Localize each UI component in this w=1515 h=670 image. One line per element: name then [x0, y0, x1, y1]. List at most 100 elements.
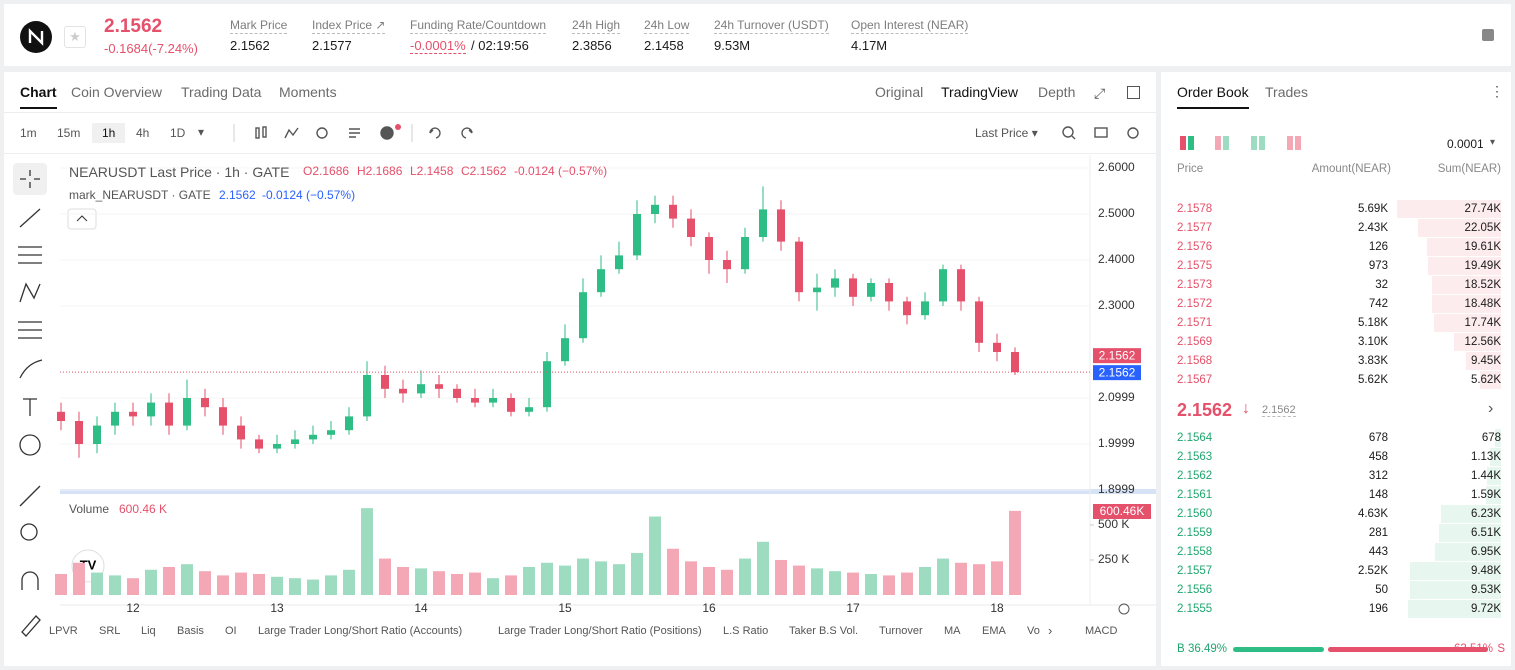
- ob-price[interactable]: 2.1572: [1177, 298, 1213, 310]
- volume-bar: [775, 559, 787, 595]
- stat-label: Open Interest (NEAR): [851, 18, 969, 34]
- indicator[interactable]: L.S Ratio: [723, 625, 769, 637]
- ob-view-icon[interactable]: [1180, 136, 1186, 150]
- ob-view-icon[interactable]: [1259, 136, 1265, 150]
- interval[interactable]: 4h: [136, 126, 150, 140]
- ob-amount: 973: [1368, 260, 1388, 272]
- volume-title: Volume: [69, 502, 109, 516]
- indicator[interactable]: MA: [944, 625, 961, 637]
- indicator[interactable]: OI: [225, 625, 237, 637]
- ratio-sell-bar: [1328, 647, 1488, 652]
- ob-price[interactable]: 2.1556: [1177, 584, 1213, 596]
- ob-view-icon[interactable]: [1223, 136, 1229, 150]
- candle-body: [579, 292, 587, 339]
- chart-tab[interactable]: Chart: [20, 84, 57, 109]
- indicator[interactable]: Large Trader Long/Short Ratio (Positions…: [498, 625, 702, 637]
- view-tab[interactable]: Original: [875, 84, 924, 100]
- view-tab[interactable]: Depth: [1038, 84, 1076, 100]
- candle-body: [399, 388, 407, 394]
- ob-amount: 2.43K: [1357, 222, 1388, 234]
- ob-price[interactable]: 2.1577: [1177, 222, 1213, 234]
- depth-bar: [1441, 505, 1501, 523]
- depth-bar: [1485, 486, 1501, 504]
- ob-price[interactable]: 2.1563: [1177, 451, 1213, 463]
- ob-amount: 5.18K: [1357, 317, 1388, 329]
- ob-view-icon[interactable]: [1295, 136, 1301, 150]
- indicator[interactable]: EMA: [982, 625, 1006, 637]
- y-tick-label: 1.8999: [1098, 482, 1135, 496]
- ob-price[interactable]: 2.1571: [1177, 317, 1213, 329]
- volume-bar: [703, 566, 715, 595]
- ob-tab[interactable]: Trades: [1265, 84, 1309, 100]
- settings-icon[interactable]: [1118, 603, 1130, 615]
- candle-body: [543, 361, 551, 408]
- ob-tab[interactable]: Order Book: [1177, 84, 1249, 109]
- indicator[interactable]: Taker B.S Vol.: [789, 625, 859, 637]
- ob-view-icon[interactable]: [1287, 136, 1293, 150]
- candle-body: [957, 269, 965, 302]
- indicator[interactable]: SRL: [99, 625, 121, 637]
- volume-bar: [145, 569, 157, 595]
- volume-pill: [1093, 504, 1151, 519]
- ratio-sell: 63.51%: [1453, 643, 1493, 655]
- ob-sum: 18.48K: [1464, 298, 1501, 310]
- indicator[interactable]: MACD: [1085, 625, 1118, 637]
- interval[interactable]: 1h: [92, 123, 126, 143]
- ob-price[interactable]: 2.1576: [1177, 241, 1213, 253]
- legend-h: H2.1686: [357, 164, 403, 178]
- ob-price[interactable]: 2.1569: [1177, 336, 1213, 348]
- ob-price[interactable]: 2.1573: [1177, 279, 1213, 291]
- candle-body: [57, 411, 65, 421]
- favorite-star[interactable]: ★: [64, 26, 86, 48]
- ob-price[interactable]: 2.1555: [1177, 603, 1213, 615]
- ob-price[interactable]: 2.1567: [1177, 374, 1213, 386]
- indicator[interactable]: LPVR: [49, 625, 78, 637]
- chart-tab[interactable]: Coin Overview: [71, 84, 163, 100]
- candle-body: [219, 407, 227, 426]
- ob-price[interactable]: 2.1557: [1177, 565, 1213, 577]
- interval[interactable]: 1m: [20, 126, 37, 140]
- indicator[interactable]: Liq: [141, 625, 156, 637]
- depth-bar: [1434, 543, 1501, 561]
- candle-body: [129, 411, 137, 417]
- ob-price[interactable]: 2.1558: [1177, 546, 1213, 558]
- x-tick-label: 17: [846, 601, 860, 615]
- ob-price[interactable]: 2.1561: [1177, 489, 1213, 501]
- interval[interactable]: 15m: [57, 126, 81, 140]
- ob-price[interactable]: 2.1564: [1177, 432, 1213, 444]
- ob-view-icon[interactable]: [1215, 136, 1221, 150]
- fullscreen-icon[interactable]: ⤢: [1094, 85, 1106, 101]
- volume-bar: [181, 564, 193, 595]
- view-tab[interactable]: TradingView: [941, 84, 1019, 100]
- chart-tab[interactable]: Trading Data: [181, 84, 262, 100]
- ob-view-icon[interactable]: [1188, 136, 1194, 150]
- x-tick-label: 16: [702, 601, 716, 615]
- candle-body: [237, 425, 245, 440]
- volume-bar: [757, 541, 769, 595]
- ob-price[interactable]: 2.1559: [1177, 527, 1213, 539]
- ob-price[interactable]: 2.1560: [1177, 508, 1213, 520]
- ob-price[interactable]: 2.1578: [1177, 203, 1213, 215]
- collapse-button[interactable]: [67, 208, 97, 230]
- indicator[interactable]: Large Trader Long/Short Ratio (Accounts): [258, 625, 463, 637]
- interval[interactable]: 1D: [170, 126, 186, 140]
- header-icon[interactable]: [1482, 29, 1494, 41]
- ob-view-icon[interactable]: [1251, 136, 1257, 150]
- coin-logo: [20, 21, 52, 53]
- depth-bar: [1418, 219, 1501, 237]
- volume-bar: [919, 566, 931, 595]
- ob-price[interactable]: 2.1562: [1177, 470, 1213, 482]
- candle-body: [561, 338, 569, 362]
- ob-price[interactable]: 2.1575: [1177, 260, 1213, 272]
- stat-value: 2.1562: [230, 38, 270, 53]
- indicator[interactable]: Basis: [177, 625, 204, 637]
- indicator[interactable]: Turnover: [879, 625, 923, 637]
- ob-amount: 3.83K: [1357, 355, 1388, 367]
- price-type[interactable]: Last Price ▾: [975, 126, 1038, 140]
- chart-tab[interactable]: Moments: [279, 84, 337, 100]
- candle-body: [507, 398, 515, 412]
- window-icon[interactable]: [1127, 86, 1140, 99]
- volume-bar: [109, 575, 121, 595]
- ob-precision[interactable]: 0.0001: [1447, 137, 1484, 151]
- ob-price[interactable]: 2.1568: [1177, 355, 1213, 367]
